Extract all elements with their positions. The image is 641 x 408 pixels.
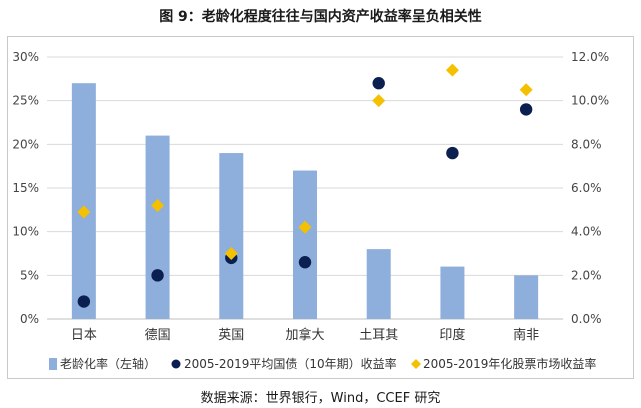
- left-tick-label: 30%: [12, 50, 39, 64]
- right-tick-label: 10.0%: [571, 94, 609, 108]
- bond-yield-point-6: [446, 146, 459, 160]
- equity-return-point-6: [445, 63, 459, 77]
- legend-label-aging: 老龄化率（左轴）: [60, 356, 156, 371]
- right-tick-label: 4.0%: [571, 225, 602, 239]
- category-label: 加拿大: [285, 327, 324, 343]
- equity-return-point-3: [224, 247, 238, 260]
- left-tick-label: 0%: [20, 312, 39, 326]
- left-tick-label: 15%: [12, 181, 39, 195]
- legend-label-bond: 2005-2019平均国债（10年期）收益率: [184, 356, 397, 371]
- left-tick-label: 25%: [12, 94, 39, 108]
- bar-2: [145, 135, 170, 319]
- equity-return-point-1: [77, 205, 91, 219]
- bond-yield-point-7: [519, 103, 533, 116]
- right-tick-label: 8.0%: [571, 137, 602, 151]
- bond-yield-point-5: [372, 77, 385, 90]
- right-tick-label: 12.0%: [571, 50, 609, 64]
- equity-return-point-4: [298, 220, 312, 234]
- category-label: 南非: [513, 327, 539, 343]
- category-label: 德国: [145, 328, 171, 343]
- equity-return-point-5: [372, 94, 386, 108]
- equity-return-point-2: [151, 198, 165, 212]
- legend-label-equity: 2005-2019年化股票市场收益率: [423, 356, 596, 371]
- bar-5: [366, 249, 391, 319]
- chart-frame: [7, 36, 634, 379]
- chart-canvas: 0% 5% 10% 15% 20% 25% 30% 0.0% 2.0% 4.0% 6.0% 8.0% 1…: [12, 50, 609, 371]
- bond-yield-point-2: [151, 269, 164, 282]
- right-tick-label: 2.0%: [571, 268, 602, 282]
- left-tick-label: 10%: [12, 225, 39, 239]
- legend-diamond-swatch: [411, 359, 421, 369]
- legend-bar-swatch: [49, 358, 57, 370]
- category-label: 英国: [218, 328, 244, 343]
- category-label: 土耳其: [359, 328, 398, 343]
- left-tick-label: 20%: [12, 137, 39, 151]
- source-note: 数据来源：世界银行，Wind，CCEF 研究: [200, 391, 441, 406]
- bar-7: [514, 275, 539, 319]
- bond-yield-point-4: [298, 256, 312, 269]
- right-tick-label: 6.0%: [571, 181, 602, 195]
- category-label: 印度: [439, 327, 465, 343]
- right-tick-label: 0.0%: [571, 312, 602, 326]
- bar-4: [293, 170, 317, 319]
- legend-dot-swatch: [171, 359, 181, 369]
- category-label: 日本: [71, 328, 97, 343]
- bar-6: [440, 266, 465, 319]
- figure-title: 图 9：老龄化程度往往与国内资产收益率呈负相关性: [159, 9, 482, 25]
- bar-1: [71, 83, 96, 319]
- left-tick-label: 5%: [20, 268, 39, 282]
- bond-yield-point-1: [77, 295, 91, 308]
- bar-3: [219, 153, 244, 319]
- equity-return-point-7: [519, 83, 533, 97]
